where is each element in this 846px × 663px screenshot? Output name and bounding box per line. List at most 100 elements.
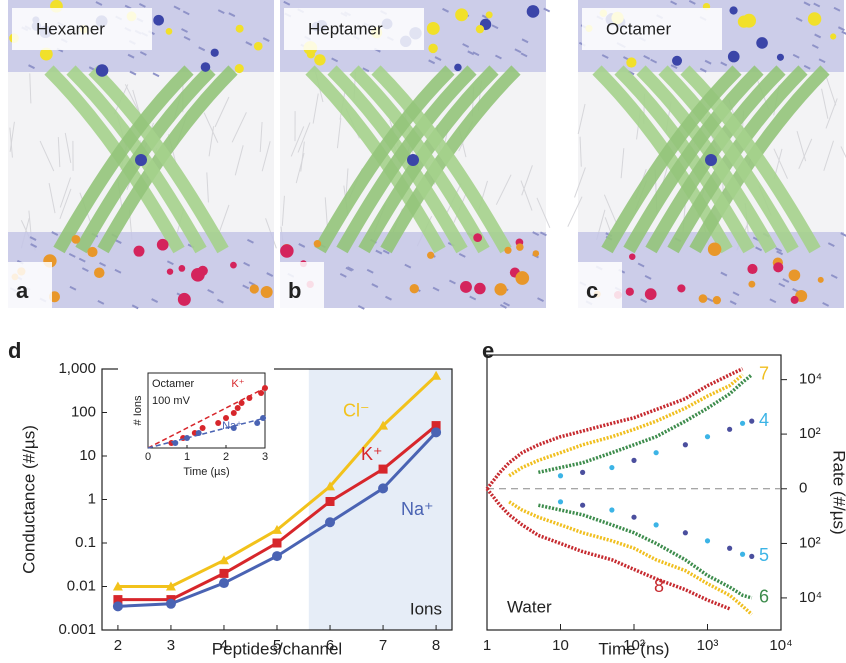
lipid-tail bbox=[620, 148, 625, 179]
water bbox=[601, 54, 609, 59]
water bbox=[776, 250, 784, 256]
lipid-tail bbox=[821, 88, 829, 119]
series-label: 8 bbox=[654, 576, 664, 596]
letter-box bbox=[280, 262, 324, 308]
lipid-tail bbox=[214, 96, 230, 128]
ion bbox=[776, 53, 784, 61]
water bbox=[139, 51, 147, 56]
point bbox=[262, 385, 268, 391]
y-tick-label: 10 bbox=[79, 447, 96, 464]
ion bbox=[93, 267, 105, 278]
helix bbox=[314, 65, 455, 254]
water bbox=[841, 30, 846, 35]
y-axis-label: Rate (#/µs) bbox=[830, 450, 846, 534]
ion bbox=[773, 262, 784, 273]
water bbox=[637, 262, 645, 268]
shade-label: Ions bbox=[410, 599, 442, 618]
ion bbox=[729, 6, 738, 15]
water bbox=[755, 246, 763, 252]
water bbox=[28, 64, 35, 70]
water bbox=[362, 67, 370, 73]
ion bbox=[705, 154, 717, 166]
water bbox=[792, 53, 800, 59]
ion bbox=[230, 261, 237, 269]
water bbox=[97, 299, 105, 305]
ion bbox=[234, 64, 244, 74]
water bbox=[207, 289, 215, 294]
lipid-tail bbox=[259, 121, 263, 153]
water bbox=[51, 231, 59, 236]
panel-letter: c bbox=[586, 278, 598, 303]
water bbox=[242, 284, 250, 290]
ion bbox=[314, 54, 326, 66]
water bbox=[537, 297, 544, 303]
lipid-tail bbox=[577, 103, 586, 135]
marker bbox=[112, 601, 123, 612]
water bbox=[198, 46, 206, 52]
water bbox=[495, 54, 502, 60]
helix bbox=[645, 65, 786, 254]
lipid-tail bbox=[231, 112, 247, 143]
helix bbox=[88, 65, 229, 254]
lipid-tail bbox=[234, 145, 244, 176]
water bbox=[462, 43, 470, 48]
water bbox=[520, 52, 528, 58]
water bbox=[375, 249, 383, 255]
lipid-tail bbox=[603, 194, 618, 225]
lipid-tail bbox=[520, 180, 533, 211]
water bbox=[127, 53, 135, 59]
lipid-tail bbox=[124, 84, 141, 115]
water bbox=[503, 301, 510, 307]
water bbox=[769, 298, 777, 304]
water bbox=[366, 268, 374, 274]
ion bbox=[153, 14, 164, 26]
water bbox=[339, 272, 347, 278]
water bbox=[262, 37, 270, 42]
fit-line bbox=[147, 417, 266, 449]
fit-line bbox=[147, 387, 266, 449]
letter-box bbox=[578, 262, 622, 308]
lipid-tail bbox=[281, 195, 285, 226]
ion bbox=[426, 21, 440, 35]
lipid-tail bbox=[796, 131, 807, 162]
x-tick-label: 1 bbox=[184, 451, 190, 463]
y-axis-label: # Ions bbox=[132, 395, 144, 425]
point bbox=[609, 464, 615, 471]
ion bbox=[526, 5, 540, 18]
water bbox=[643, 54, 651, 60]
ion bbox=[428, 43, 438, 54]
point bbox=[727, 545, 733, 551]
water bbox=[481, 14, 489, 20]
water bbox=[331, 57, 339, 63]
ion bbox=[747, 263, 758, 275]
x-tick-label: 10² bbox=[623, 637, 645, 654]
inset-title: Octamer bbox=[152, 378, 195, 390]
marker bbox=[325, 517, 336, 528]
label-box bbox=[582, 8, 722, 50]
x-axis-label: Time (ns) bbox=[598, 639, 669, 658]
x-tick-label: 2 bbox=[114, 637, 122, 654]
lipid-tail bbox=[59, 177, 72, 208]
helix bbox=[680, 65, 821, 254]
ion bbox=[712, 296, 722, 305]
water bbox=[357, 305, 365, 310]
water bbox=[78, 257, 86, 263]
ion bbox=[200, 62, 211, 72]
ion bbox=[788, 269, 801, 282]
series-label: Na⁺ bbox=[222, 420, 242, 432]
water bbox=[670, 64, 678, 70]
water bbox=[99, 261, 106, 267]
x-tick-label: 1 bbox=[483, 637, 491, 654]
lipid-tail bbox=[300, 141, 305, 172]
ion bbox=[133, 245, 145, 257]
marker bbox=[218, 578, 229, 589]
water bbox=[247, 238, 254, 244]
ion bbox=[629, 253, 636, 260]
water bbox=[827, 242, 835, 248]
ion bbox=[455, 8, 469, 22]
ion bbox=[626, 57, 637, 68]
water bbox=[243, 261, 251, 267]
panel-letter: b bbox=[288, 278, 301, 303]
